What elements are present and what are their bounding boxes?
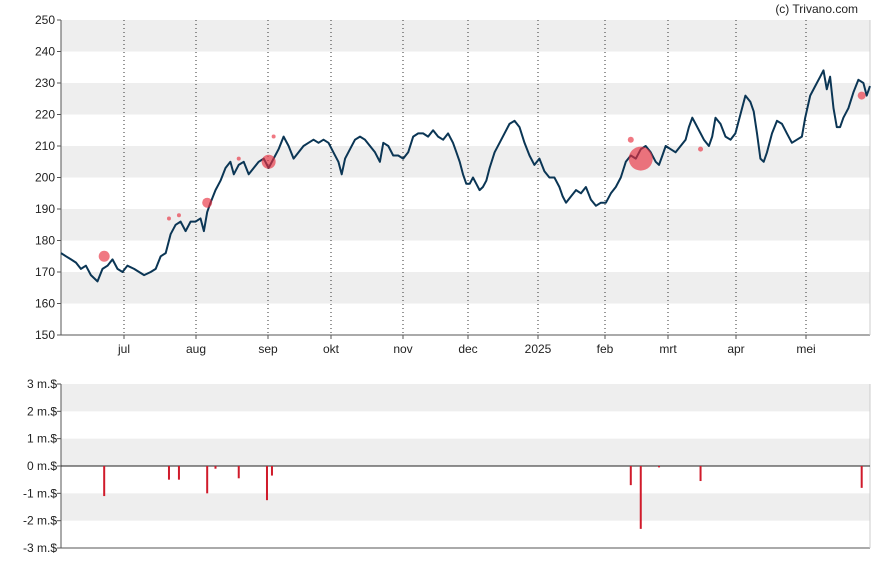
trade-marker xyxy=(627,136,634,143)
price-y-tick-label: 250 xyxy=(35,13,55,27)
trade-marker xyxy=(698,146,704,152)
price-y-tick-label: 160 xyxy=(35,297,55,311)
volume-bar xyxy=(167,466,170,480)
price-band xyxy=(61,146,870,178)
trade-marker xyxy=(236,156,241,161)
trade-marker xyxy=(176,213,181,218)
price-y-tick-label: 230 xyxy=(35,76,55,90)
volume-bar xyxy=(177,466,180,480)
credit-text: (c) Trivano.com xyxy=(775,2,858,16)
x-tick-label: okt xyxy=(323,342,340,356)
volume-y-tick-label: -3 m.$ xyxy=(23,541,57,555)
price-y-tick-label: 190 xyxy=(35,202,55,216)
volume-y-tick-label: -2 m.$ xyxy=(23,514,57,528)
volume-band xyxy=(61,384,870,412)
volume-y-tick-label: 3 m.$ xyxy=(27,377,57,391)
volume-band xyxy=(61,493,870,521)
trade-marker xyxy=(202,197,213,208)
price-y-tick-label: 150 xyxy=(35,328,55,342)
x-tick-label: feb xyxy=(597,342,614,356)
price-y-tick-label: 170 xyxy=(35,265,55,279)
volume-bar xyxy=(639,466,642,529)
x-tick-label: sep xyxy=(258,342,278,356)
price-y-tick-label: 200 xyxy=(35,171,55,185)
volume-bar xyxy=(699,466,702,482)
price-y-tick-label: 180 xyxy=(35,234,55,248)
trade-marker xyxy=(271,134,276,139)
x-tick-label: mrt xyxy=(659,342,677,356)
volume-bar xyxy=(658,466,661,468)
volume-bar xyxy=(270,466,273,476)
price-y-tick-label: 220 xyxy=(35,108,55,122)
x-tick-label: aug xyxy=(186,342,206,356)
x-tick-label: apr xyxy=(727,342,744,356)
trade-marker xyxy=(628,146,653,171)
x-tick-label: dec xyxy=(458,342,477,356)
trade-marker xyxy=(857,91,866,100)
volume-panel: -3 m.$ -2 m.$ -1 m.$ 0 m.$ 1 m.$ 2 m.$ 3 m.$ xyxy=(23,377,871,555)
volume-bar xyxy=(103,466,106,497)
trade-marker xyxy=(98,250,110,262)
volume-bar xyxy=(237,466,240,479)
price-y-tick-label: 240 xyxy=(35,45,55,59)
volume-y-tick-label: 2 m.$ xyxy=(27,404,57,418)
x-tick-label: mei xyxy=(796,342,815,356)
volume-y-tick-label: 1 m.$ xyxy=(27,432,57,446)
volume-bar xyxy=(214,466,217,469)
price-y-tick-label: 210 xyxy=(35,139,55,153)
volume-bar xyxy=(206,466,209,494)
price-line xyxy=(60,69,871,283)
trade-marker xyxy=(261,154,276,169)
volume-y-tick-label: 0 m.$ xyxy=(27,459,57,473)
x-tick-label: 2025 xyxy=(525,342,552,356)
price-band xyxy=(61,20,870,52)
x-tick-label: nov xyxy=(393,342,412,356)
volume-bar xyxy=(860,466,863,488)
volume-bar xyxy=(629,466,632,486)
price-band xyxy=(61,272,870,304)
volume-y-tick-label: -1 m.$ xyxy=(23,486,57,500)
trade-marker xyxy=(166,216,171,221)
x-tick-label: jul xyxy=(117,342,130,356)
volume-bar xyxy=(265,466,268,501)
volume-band xyxy=(61,438,870,466)
price-panel: 150 160 170 180 190 200 210 220 230 240 250 jul aug s… xyxy=(35,13,871,356)
